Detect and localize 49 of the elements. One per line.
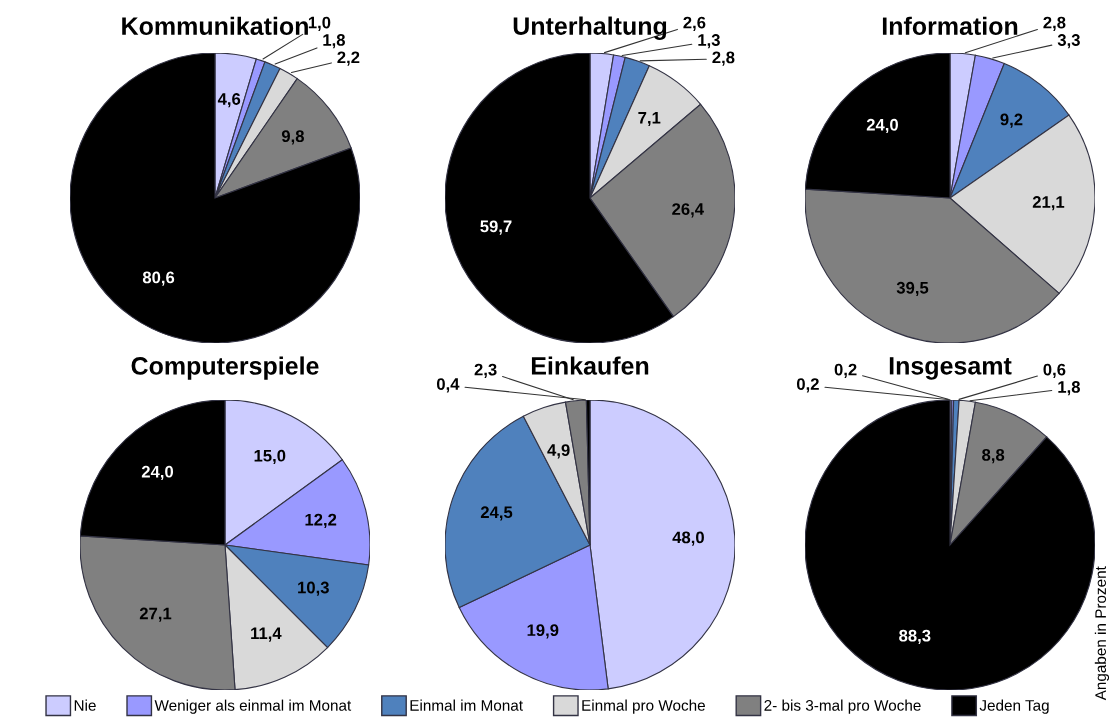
data-label: 8,8 [982,449,1005,464]
data-label: 10,3 [298,581,329,596]
data-label: 12,2 [305,513,337,528]
data-label: 7,1 [638,112,661,127]
data-label: 15,0 [254,449,286,465]
data-label: 11,4 [251,627,282,642]
data-label: 24,0 [866,118,898,134]
chart-title: Kommunikation [122,16,308,36]
legend-label: Weniger als einmal im Monat [154,699,352,714]
data-label: 26,4 [672,203,704,218]
data-label: 0,2 [796,378,819,393]
data-label: 59,7 [480,220,512,235]
data-label: 1,0 [308,16,331,31]
data-label: 27,1 [139,607,172,622]
data-label: 0,6 [1043,363,1066,378]
data-label: 2,3 [474,363,497,378]
text: Angaben in Prozent [1094,566,1110,701]
data-label: 3,3 [1057,34,1080,49]
data-label: 24,0 [141,465,174,481]
legend-label: Nie [74,699,96,711]
data-label: 2,8 [712,51,735,66]
chart-title: Einkaufen [531,356,649,375]
data-label: 0,4 [436,378,460,393]
data-label: 0,2 [834,363,857,378]
legend-label: Jeden Tag [979,699,1049,714]
chart-title: Computerspiele [131,356,319,380]
legend-label: Einmal im Monat [410,699,523,711]
legend-label: 2- bis 3-mal pro Woche [764,699,921,714]
data-label: 1,8 [1058,381,1080,396]
data-label: 19,9 [527,624,559,639]
data-label: 48,0 [672,531,704,546]
data-label: 80,6 [142,271,175,286]
chart-title: Unterhaltung [513,16,667,40]
data-label: 24,5 [480,506,513,521]
chart-title: Insgesamt [889,357,1012,380]
legend-label: Einmal pro Woche [582,699,705,714]
data-label: 88,3 [899,629,931,644]
data-label: 2,6 [683,16,706,31]
data-label: 2,8 [1043,16,1066,31]
data-label: 1,3 [698,34,720,49]
data-label: 9,8 [281,130,304,145]
data-label: 4,6 [217,93,241,108]
data-label: 39,5 [896,281,929,297]
data-label: 4,9 [547,444,570,459]
data-label: 1,8 [323,34,345,49]
data-label: 2,2 [337,51,360,66]
data-label: 9,2 [1000,113,1023,128]
data-label: 21,1 [1032,196,1065,211]
chart-title: Information [882,16,1018,36]
